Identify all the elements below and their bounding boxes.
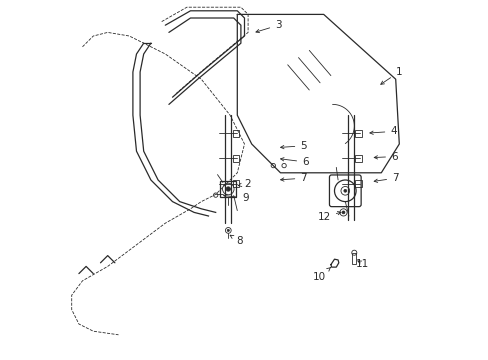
Text: 6: 6 xyxy=(280,157,308,167)
Bar xyxy=(354,155,361,162)
Text: 1: 1 xyxy=(380,67,402,84)
Text: 7: 7 xyxy=(280,173,306,183)
Bar xyxy=(232,130,239,137)
Bar xyxy=(232,180,239,187)
Text: 6: 6 xyxy=(373,152,397,162)
Text: 12: 12 xyxy=(317,212,340,222)
Text: 7: 7 xyxy=(373,173,398,183)
Bar xyxy=(220,181,236,197)
Text: 9: 9 xyxy=(223,193,248,203)
Circle shape xyxy=(342,211,344,214)
Text: 8: 8 xyxy=(230,235,243,246)
Bar xyxy=(354,180,361,187)
Bar xyxy=(352,253,355,264)
Text: 4: 4 xyxy=(369,126,396,136)
Circle shape xyxy=(225,187,230,191)
Circle shape xyxy=(343,189,346,192)
Bar xyxy=(232,155,239,162)
Text: 5: 5 xyxy=(280,141,306,151)
Text: 3: 3 xyxy=(255,20,281,33)
Text: 11: 11 xyxy=(355,258,368,269)
Bar xyxy=(354,130,361,137)
Text: 2: 2 xyxy=(238,179,251,189)
Circle shape xyxy=(227,229,229,231)
Text: 10: 10 xyxy=(312,267,330,282)
